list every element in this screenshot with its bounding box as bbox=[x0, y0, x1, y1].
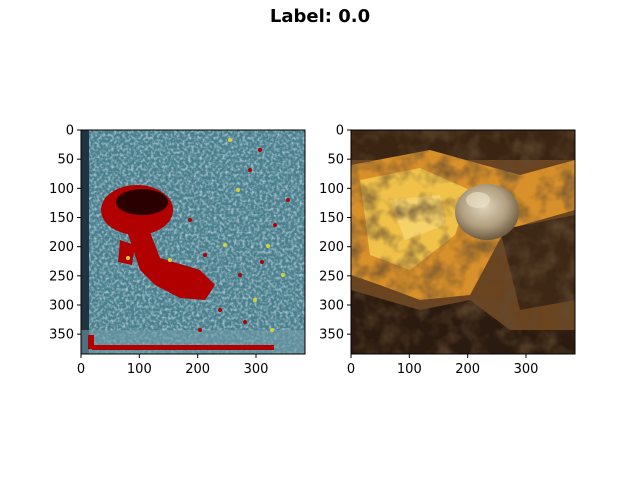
left-x-tick-label: 200 bbox=[185, 362, 210, 377]
left-y-tick-label: 100 bbox=[49, 182, 74, 197]
right-y-tick-label: 0 bbox=[336, 124, 344, 139]
right-y-tick-label: 50 bbox=[327, 153, 344, 168]
left-y-tick-label: 200 bbox=[49, 240, 74, 255]
left-axis-ticks: 0 100 200 300 0 50 100 150 200 250 300 350 bbox=[49, 124, 268, 378]
right-x-tick-label: 200 bbox=[455, 362, 480, 377]
left-axes-frame bbox=[80, 129, 306, 355]
left-x-tick-label: 300 bbox=[244, 362, 269, 377]
heatmap-dots bbox=[126, 138, 290, 332]
right-x-tick-label: 0 bbox=[347, 362, 355, 377]
left-x-tick-label: 100 bbox=[127, 362, 152, 377]
right-y-tick-label: 100 bbox=[319, 182, 344, 197]
left-y-tick-label: 0 bbox=[66, 124, 74, 139]
left-y-tick-label: 350 bbox=[49, 328, 74, 343]
right-y-tick-label: 350 bbox=[319, 328, 344, 343]
right-axes-frame bbox=[350, 129, 576, 355]
right-y-tick-label: 250 bbox=[319, 269, 344, 284]
left-y-tick-label: 300 bbox=[49, 299, 74, 314]
left-y-tick-label: 50 bbox=[57, 153, 74, 168]
right-image bbox=[351, 130, 575, 354]
left-image bbox=[81, 130, 305, 354]
right-y-tick-label: 150 bbox=[319, 211, 344, 226]
left-y-tick-label: 250 bbox=[49, 269, 74, 284]
right-x-tick-label: 300 bbox=[514, 362, 539, 377]
left-y-tick-label: 150 bbox=[49, 211, 74, 226]
right-y-tick-label: 300 bbox=[319, 299, 344, 314]
left-x-tick-label: 0 bbox=[77, 362, 85, 377]
right-axis-ticks: 0 100 200 300 0 50 100 150 200 250 300 350 bbox=[319, 124, 538, 378]
right-y-tick-label: 200 bbox=[319, 240, 344, 255]
right-x-tick-label: 100 bbox=[397, 362, 422, 377]
figure-title: Label: 0.0 bbox=[269, 6, 371, 27]
